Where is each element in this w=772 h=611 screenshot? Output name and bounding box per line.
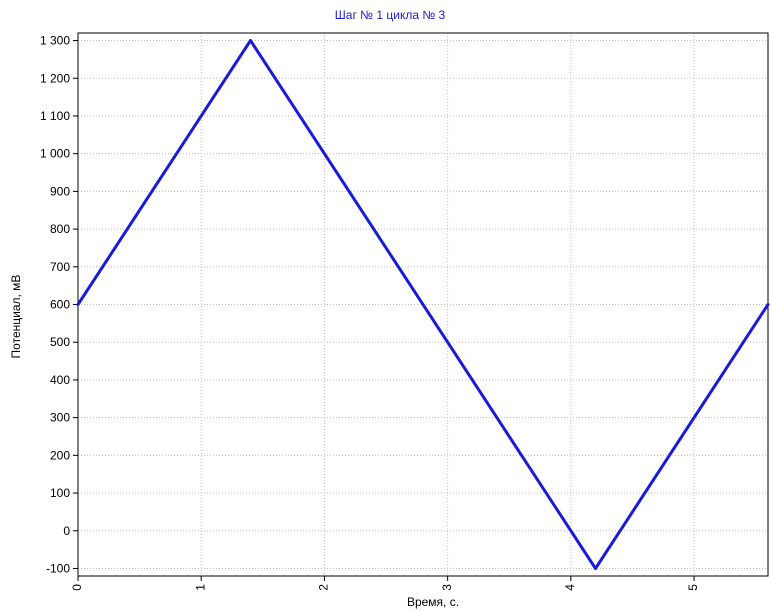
y-tick-label: 500	[50, 335, 70, 349]
y-tick-label: 400	[50, 373, 70, 387]
y-tick-label: 600	[50, 298, 70, 312]
y-tick-label: 1 200	[40, 71, 70, 85]
grid	[77, 33, 768, 576]
y-tick-label: 300	[50, 411, 70, 425]
y-tick-label: 1 000	[40, 147, 70, 161]
y-tick-label: -100	[46, 561, 70, 575]
y-tick-label: 900	[50, 184, 70, 198]
y-tick-label: 200	[50, 448, 70, 462]
y-tick-label: 700	[50, 260, 70, 274]
y-tick-label: 100	[50, 486, 70, 500]
y-tick-label: 1 300	[40, 34, 70, 48]
x-tick-label: 1	[193, 584, 207, 591]
series-layer	[76, 39, 770, 570]
x-tick-label: 2	[317, 584, 331, 591]
series-line-0	[76, 39, 770, 570]
x-tick-label: 0	[70, 584, 84, 591]
x-axis-title: Время, с.	[407, 595, 459, 609]
y-tick-label: 0	[63, 524, 70, 538]
y-tick-label: 1 100	[40, 109, 70, 123]
y-axis-title: Потенциал, мВ	[9, 275, 23, 359]
x-tick-label: 4	[563, 584, 577, 591]
y-tick-label: 800	[50, 222, 70, 236]
x-tick-label: 3	[440, 584, 454, 591]
chart-title: Шаг № 1 цикла № 3	[335, 8, 446, 22]
x-tick-label: 5	[686, 584, 700, 591]
